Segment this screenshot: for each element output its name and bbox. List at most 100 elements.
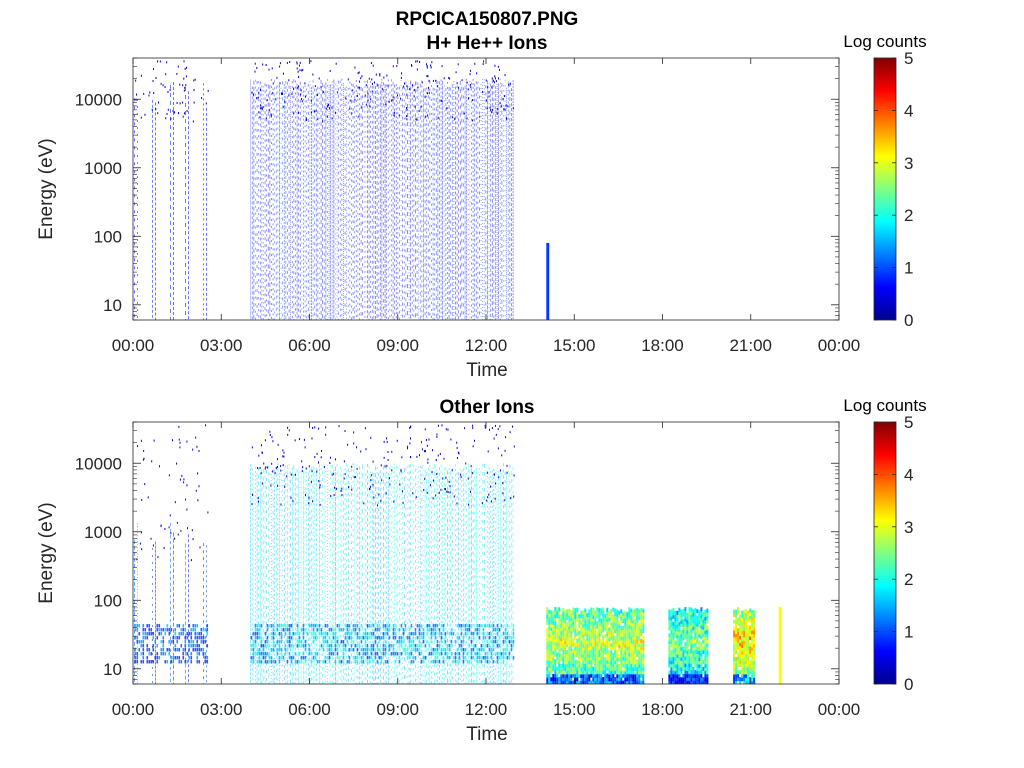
spectrogram-cell: [582, 613, 585, 618]
spectrogram-cell: [568, 653, 571, 658]
spectrogram-cell: [636, 666, 639, 671]
spectrogram-cell: [733, 619, 736, 624]
spectrogram-cell: [672, 614, 675, 619]
spectrogram-dot: [444, 487, 446, 490]
spectrogram-dot: [158, 101, 160, 104]
spectrogram-cell: [686, 646, 689, 651]
spectrogram-dot: [423, 488, 425, 491]
spectrogram-cell: [498, 652, 501, 656]
spectrogram-cell: [574, 670, 577, 675]
spectrogram-cell: [546, 617, 549, 622]
spectrogram-dot: [352, 89, 354, 92]
spectrogram-cell: [496, 640, 499, 644]
spectrogram-cell: [741, 674, 744, 678]
spectrogram-cell: [580, 667, 583, 672]
spectrogram-dot: [140, 116, 142, 119]
spectrogram-cell: [192, 644, 195, 648]
spectrogram-cell: [672, 621, 675, 626]
spectrogram-dot: [299, 61, 301, 64]
spectrogram-dot: [383, 456, 385, 459]
spectrogram-cell: [190, 628, 193, 632]
spectrogram-cell: [548, 629, 551, 634]
spectrogram-cell: [608, 640, 611, 645]
spectrogram-dot: [179, 446, 181, 449]
spectrogram-cell: [604, 674, 607, 678]
spectrogram-cell: [624, 667, 627, 672]
spectrogram-cell: [168, 648, 171, 652]
spectrogram-dot: [259, 116, 261, 119]
spectrogram-cell: [630, 615, 633, 620]
spectrogram-cell: [700, 656, 703, 661]
spectrogram-cell: [739, 642, 742, 647]
spectrogram-cell: [602, 610, 605, 615]
spectrogram-cell: [254, 652, 257, 656]
spectrogram-cell: [636, 625, 639, 630]
spectrogram-cell: [568, 663, 571, 668]
spectrogram-cell: [628, 659, 631, 664]
spectrogram-cell: [398, 644, 401, 648]
spectrogram-dot: [493, 79, 495, 82]
spectrogram-cell: [392, 648, 395, 652]
spectrogram-cell: [140, 660, 143, 664]
spectrogram-cell: [630, 642, 633, 647]
spectrogram-cell: [254, 624, 257, 628]
spectrogram-dot: [488, 493, 490, 496]
spectrogram-cell: [560, 657, 563, 662]
spectrogram-cell: [562, 621, 565, 627]
spectrogram-cell: [342, 644, 345, 648]
spectrogram-cell: [747, 624, 750, 629]
spectrogram-dot: [409, 425, 411, 428]
spectrogram-cell: [576, 614, 579, 619]
spectrogram-cell: [634, 622, 637, 627]
spectrogram-cell: [586, 623, 589, 628]
spectrogram-cell: [741, 650, 744, 655]
spectrogram-cell: [438, 628, 441, 632]
spectrogram-cell: [150, 660, 153, 664]
spectrogram-cell: [388, 624, 391, 628]
spectrogram-cell: [586, 636, 589, 641]
spectrogram-cell: [622, 663, 625, 668]
spectrogram-cell: [598, 625, 601, 630]
spectrogram-cell: [554, 669, 557, 675]
spectrogram-cell: [638, 656, 641, 661]
spectrogram-cell: [392, 628, 395, 632]
spectrogram-cell: [733, 646, 736, 651]
y-tick-label: 10000: [75, 90, 122, 109]
spectrogram-cell: [422, 660, 425, 664]
spectrogram-cell: [576, 659, 579, 664]
spectrogram-cell: [454, 656, 457, 660]
spectrogram-cell: [328, 648, 331, 652]
spectrogram-cell: [640, 607, 643, 612]
spectrogram-cell: [590, 645, 593, 650]
spectrogram-cell: [300, 640, 303, 644]
spectrogram-cell: [484, 624, 487, 628]
spectrogram-cell: [672, 635, 675, 640]
spectrogram-cell: [476, 648, 479, 652]
spectrogram-cell: [632, 626, 635, 631]
spectrogram-cell: [482, 648, 485, 652]
spectrogram-cell: [614, 663, 617, 668]
spectrogram-cell: [618, 644, 621, 648]
spectrogram-cell: [360, 648, 363, 652]
spectrogram-cell: [612, 673, 615, 678]
spectrogram-cell: [642, 653, 645, 658]
spectrogram-dot: [483, 60, 485, 63]
spectrogram-cell: [600, 608, 603, 613]
spectrogram-cell: [378, 636, 381, 640]
spectrogram-cell: [598, 659, 601, 664]
spectrogram-cell: [606, 607, 609, 612]
spectrogram-cell: [572, 614, 575, 619]
spectrogram-cell: [592, 635, 595, 640]
spectrogram-cell: [642, 642, 645, 647]
spectrogram-cell: [618, 624, 621, 629]
spectrogram-cell: [438, 652, 441, 656]
spectrogram-dot: [193, 89, 195, 92]
spectrogram-cell: [632, 653, 635, 658]
spectrogram-cell: [564, 643, 567, 648]
spectrogram-cell: [612, 645, 615, 650]
spectrogram-cell: [554, 624, 557, 629]
spectrogram-dot: [504, 108, 506, 111]
spectrogram-cell: [444, 640, 447, 644]
spectrogram-cell: [614, 677, 617, 682]
spectrogram-cell: [684, 673, 687, 678]
